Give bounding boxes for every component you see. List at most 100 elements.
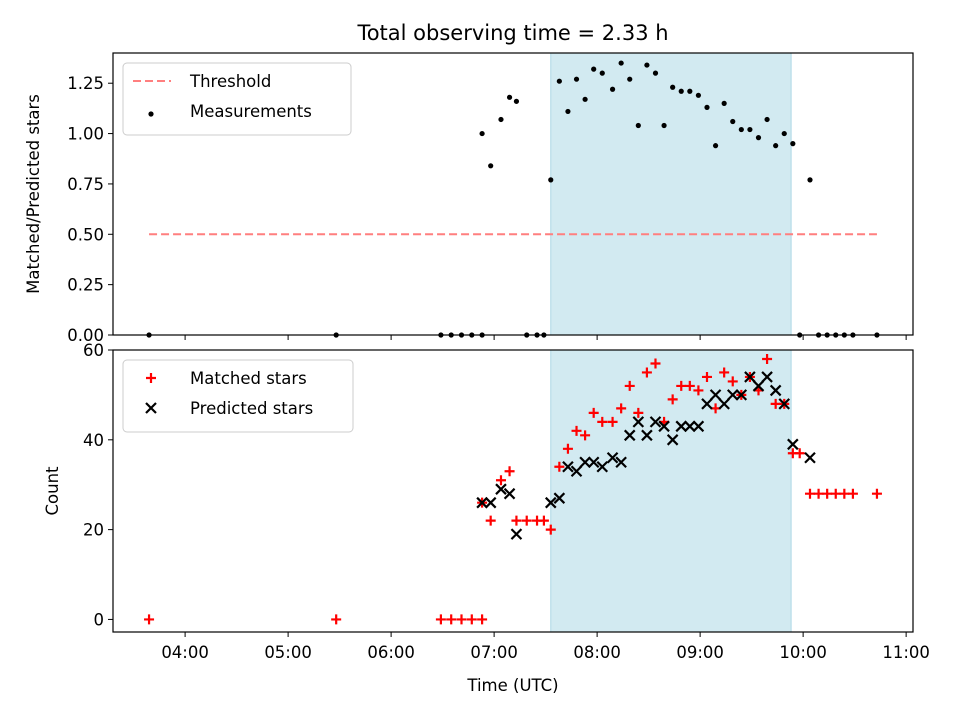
y-tick-label: 0.00 [67, 326, 104, 345]
data-point [623, 429, 636, 442]
y-tick-label: 0.25 [67, 276, 104, 295]
data-point [778, 398, 791, 410]
series-predicted-stars [476, 371, 816, 540]
data-point [747, 126, 753, 133]
data-point [565, 108, 571, 115]
data-point [675, 420, 688, 433]
data-point [597, 416, 608, 427]
shaded-interval [550, 52, 792, 336]
legend-marker [146, 373, 156, 383]
data-point [644, 62, 650, 68]
data-point [769, 384, 782, 397]
data-point [794, 448, 805, 459]
y-tick-label: 0 [94, 610, 105, 629]
y-axis-label: Matched/Predicted stars [24, 94, 43, 294]
data-point [588, 407, 599, 418]
data-point [485, 515, 496, 526]
data-point [538, 515, 549, 526]
data-point [495, 483, 507, 495]
legend-marker [148, 111, 154, 117]
data-point [544, 496, 557, 509]
legend-box [122, 62, 352, 136]
x-tick-label: 09:00 [676, 643, 724, 662]
data-point [813, 488, 824, 499]
y-tick-label: 60 [83, 341, 104, 360]
data-point [456, 614, 467, 625]
data-point [744, 371, 756, 383]
data-point [553, 492, 566, 504]
data-point [609, 86, 616, 92]
data-point [667, 394, 678, 405]
data-point [624, 380, 635, 391]
data-point [764, 116, 770, 123]
data-point [701, 371, 712, 382]
data-point [687, 88, 693, 94]
data-point [607, 416, 618, 427]
data-point [144, 614, 155, 625]
y-tick-label: 20 [83, 521, 104, 540]
data-point [695, 92, 702, 98]
data-point [712, 143, 719, 149]
data-point [506, 94, 513, 100]
data-point [632, 416, 645, 428]
legend-label: Predicted stars [190, 399, 313, 418]
data-point [649, 416, 662, 428]
data-point [618, 60, 624, 66]
x-tick-label: 10:00 [779, 643, 827, 662]
data-point [545, 524, 556, 535]
data-point [446, 614, 457, 625]
y-tick-label: 40 [83, 431, 104, 450]
data-point [484, 496, 497, 509]
data-point [511, 515, 522, 526]
data-point [830, 488, 841, 499]
data-point [479, 130, 485, 137]
data-point [510, 528, 523, 540]
data-point [755, 135, 762, 141]
data-point [503, 487, 516, 500]
data-point [704, 104, 710, 110]
x-tick-label: 04:00 [161, 643, 209, 662]
y-tick-label: 1.00 [67, 125, 104, 144]
data-point [498, 116, 504, 123]
data-point [495, 475, 506, 486]
data-point [719, 367, 730, 378]
data-point [570, 465, 583, 478]
data-point [770, 398, 781, 409]
legend-label: Threshold [189, 72, 271, 91]
data-point [738, 126, 744, 133]
data-point [762, 353, 773, 364]
legend-box [122, 359, 354, 433]
data-point [591, 66, 597, 72]
shaded-interval [550, 349, 792, 633]
bottom-panel: 0 20 40 60 04:00 05:00 06:00 07:00 08:00 09:00 10:… [43, 341, 930, 662]
x-tick-label: 06:00 [367, 643, 415, 662]
x-tick-label: 05:00 [264, 643, 312, 662]
data-point [670, 84, 676, 90]
top-panel: 0.00 0.25 0.50 0.75 1.00 1.25 Matched/Predicte… [24, 52, 914, 345]
data-point [521, 515, 532, 526]
data-point [476, 496, 488, 509]
data-point [635, 122, 641, 129]
data-point [331, 614, 342, 625]
data-point [599, 70, 605, 76]
data-point [790, 141, 796, 147]
legend-marker [145, 402, 157, 414]
chart-title: Total observing time = 2.33 h [356, 21, 668, 45]
data-point [804, 451, 816, 464]
data-point [693, 385, 704, 396]
data-point [752, 380, 765, 392]
data-point [606, 451, 619, 464]
data-point [822, 488, 833, 499]
data-point [661, 122, 667, 129]
data-point [435, 614, 446, 625]
data-point [804, 488, 815, 499]
data-point [562, 443, 573, 454]
data-point [684, 380, 695, 391]
data-point [556, 78, 562, 84]
data-point [548, 177, 554, 183]
data-point [658, 420, 670, 433]
y-tick-label: 1.25 [67, 74, 104, 93]
data-point [466, 614, 477, 625]
data-point [477, 614, 488, 625]
y-tick-label: 0.75 [67, 175, 104, 194]
